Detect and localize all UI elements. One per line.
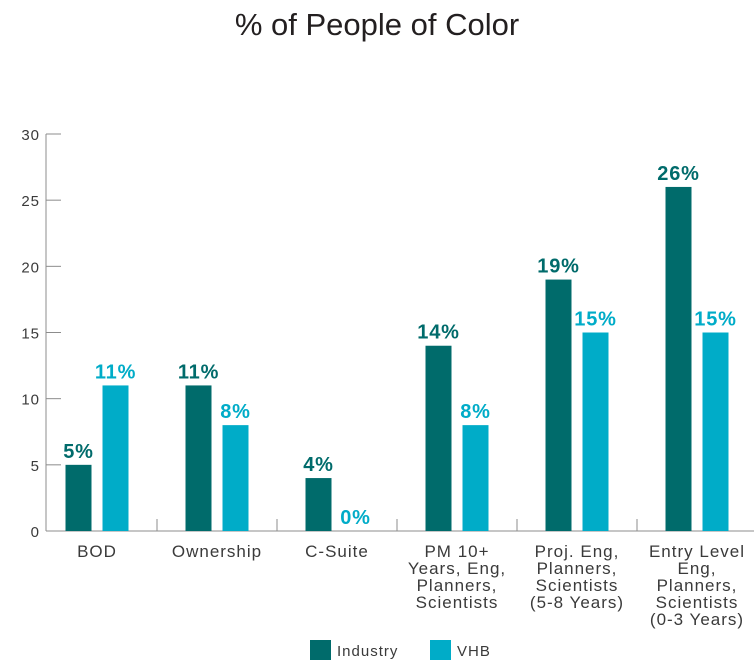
x-category-label-line: (0-3 Years) [650, 610, 744, 629]
legend: Industry VHB [310, 640, 491, 660]
bar-industry-6 [665, 186, 692, 531]
y-tick-label: 20 [21, 259, 40, 276]
data-label-industry-2: 11% [178, 361, 219, 383]
bar-industry-4 [425, 345, 452, 531]
category-labels: BOD Ownership C-Suite PM 10+ Years, Eng, Plan… [77, 542, 745, 629]
bar-vhb-1 [102, 385, 129, 531]
x-category-label-line: Ownership [172, 542, 262, 561]
y-tick-label: 10 [21, 392, 40, 409]
x-category-label-line: Proj. Eng, [535, 542, 620, 561]
x-category-label-line: Planners, [657, 576, 738, 595]
x-category-label-line: Planners, [417, 576, 498, 595]
data-label-industry-1: 5% [63, 441, 94, 463]
y-tick-label: 15 [21, 326, 40, 343]
legend-swatch-vhb [430, 640, 451, 660]
legend-swatch-industry [310, 640, 331, 660]
x-category-label-line: Planners, [537, 559, 618, 578]
data-label-industry-3: 4% [303, 454, 334, 476]
x-category-label-line: Eng, [678, 559, 717, 578]
y-tick-label: 25 [21, 193, 40, 210]
x-category-label: BOD [77, 542, 117, 561]
data-label-industry-4: 14% [417, 322, 459, 344]
data-label-vhb-2: 8% [220, 401, 251, 423]
x-category-label: Entry Level Eng, Planners, Scientists (0-3 Y… [649, 542, 745, 629]
bar-vhb-4 [462, 425, 489, 531]
x-category-label-line: (5-8 Years) [530, 593, 624, 612]
data-label-vhb-6: 15% [694, 309, 736, 331]
bar-industry-1 [65, 464, 92, 531]
bar-vhb-2 [222, 425, 249, 531]
legend-item-industry: Industry [310, 640, 398, 660]
bar-industry-5 [545, 279, 572, 531]
x-category-label-line: Scientists [656, 593, 739, 612]
x-category-label-line: PM 10+ [424, 542, 489, 561]
x-category-label-line: Years, Eng, [408, 559, 506, 578]
legend-label-industry: Industry [337, 643, 398, 660]
data-label-vhb-5: 15% [574, 309, 616, 331]
x-category-label-line: C-Suite [305, 542, 369, 561]
chart-title: % of People of Color [235, 7, 519, 42]
x-category-label-line: Entry Level [649, 542, 745, 561]
x-category-label-line: Scientists [536, 576, 619, 595]
x-category-label: C-Suite [305, 542, 369, 561]
bars [65, 186, 729, 531]
x-category-label: Ownership [172, 542, 262, 561]
data-label-vhb-1: 11% [95, 361, 136, 383]
y-tick-label: 30 [21, 127, 40, 144]
data-label-industry-5: 19% [537, 256, 579, 278]
bar-industry-2 [185, 385, 212, 531]
data-label-vhb-3: 0% [340, 507, 371, 529]
y-tick-label: 0 [31, 524, 40, 541]
y-tick-label: 5 [31, 458, 40, 475]
x-category-label-line: BOD [77, 542, 117, 561]
bar-vhb-6 [702, 332, 729, 531]
legend-item-vhb: VHB [430, 640, 491, 660]
data-label-vhb-4: 8% [460, 401, 491, 423]
data-labels: 5%11% 11%8%4%0%14%8%19%15%26%15% [63, 163, 736, 529]
bar-industry-3 [305, 478, 332, 531]
x-category-label: PM 10+ Years, Eng, Planners, Scientists [408, 542, 506, 612]
axes: 0 5 10 15 20 25 30 [21, 127, 754, 541]
x-category-label-line: Scientists [416, 593, 499, 612]
bar-vhb-5 [582, 332, 609, 531]
legend-label-vhb: VHB [457, 643, 491, 660]
data-label-industry-6: 26% [657, 163, 699, 185]
x-category-label: Proj. Eng, Planners, Scientists (5-8 Years) [530, 542, 624, 612]
